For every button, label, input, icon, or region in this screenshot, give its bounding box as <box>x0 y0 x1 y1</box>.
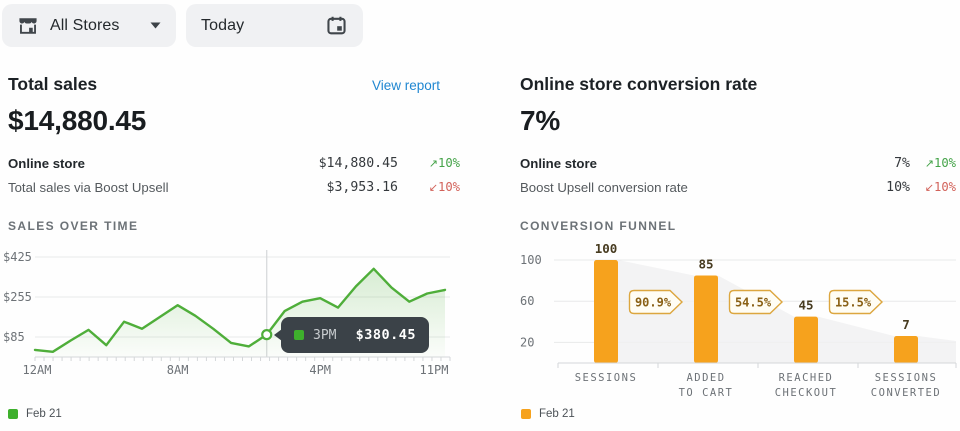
delta-up-icon: ↗ <box>428 157 438 170</box>
delta-pct: 10% <box>933 156 956 170</box>
hover-data-point[interactable] <box>261 329 273 341</box>
conversion-breakdown: Online store 7% ↗10% Boost Upsell conver… <box>520 151 956 199</box>
series-swatch-icon <box>294 330 304 340</box>
delta-pct: 10% <box>933 180 956 194</box>
metric-label: Boost Upsell conversion rate <box>520 179 688 195</box>
view-report-link[interactable]: View report <box>371 78 440 93</box>
sales-over-time-heading: SALES OVER TIME <box>8 219 139 233</box>
conversion-rate-badge <box>728 289 784 315</box>
funnel-category-label: REACHED <box>779 372 834 384</box>
funnel-chart-legend: Feb 21 <box>521 408 575 420</box>
total-sales-value: $14,880.45 <box>8 105 147 136</box>
funnel-category-label: CHECKOUT <box>775 387 838 399</box>
metric-label: Online store <box>8 155 85 171</box>
metric-value: $3,953.16 <box>326 179 398 195</box>
metric-label: Total sales via Boost Upsell <box>8 179 169 195</box>
funnel-bar-added-to-cart[interactable] <box>694 275 718 363</box>
y-axis-tick-label: 60 <box>520 294 534 308</box>
funnel-category-label: SESSIONS <box>575 372 638 384</box>
conversion-rate-value: 15.5% <box>835 296 872 310</box>
delta-pct: 10% <box>437 180 460 194</box>
total-sales-title: Total sales <box>8 74 98 94</box>
y-axis-tick-label: 100 <box>520 253 542 267</box>
y-axis-tick-label: $425 <box>3 250 32 264</box>
conversion-rate-badge <box>628 289 684 315</box>
legend-swatch-icon <box>8 409 18 419</box>
x-axis-tick-label: 11PM <box>420 363 449 377</box>
metric-row-boost-upsell-sales: Total sales via Boost Upsell $3,953.16 ↙… <box>8 175 460 199</box>
total-sales-breakdown: Online store $14,880.45 ↗10% Total sales… <box>8 151 460 199</box>
conversion-rate-badge <box>828 289 884 315</box>
delta-badge: ↗10% <box>398 156 460 170</box>
legend-label: Feb 21 <box>539 408 575 420</box>
tooltip-time: 3PM <box>313 327 337 343</box>
metric-row-online-store-conversion: Online store 7% ↗10% <box>520 151 956 175</box>
funnel-bar-sessions-converted[interactable] <box>894 336 918 363</box>
funnel-bar-reached-checkout[interactable] <box>794 316 818 363</box>
store-selector-label: All Stores <box>50 16 120 34</box>
sales-line-series[interactable] <box>33 267 447 354</box>
x-axis-tick-label: 12AM <box>23 363 52 377</box>
store-selector-button[interactable]: All Stores <box>2 4 176 47</box>
legend-swatch-icon <box>521 409 531 419</box>
metric-label: Online store <box>520 155 597 171</box>
sales-chart-legend: Feb 21 <box>8 408 62 420</box>
legend-label: Feb 21 <box>26 408 62 420</box>
tooltip-value: $380.45 <box>355 327 416 343</box>
x-axis-tick-label: 4PM <box>309 363 331 377</box>
conversion-rate-value: 90.9% <box>635 296 672 310</box>
y-axis-tick-label: $85 <box>3 330 25 344</box>
bar-value-label: 7 <box>902 317 910 332</box>
bar-value-label: 85 <box>698 256 713 271</box>
date-selector-label: Today <box>201 16 245 34</box>
chart-tooltip: 3PM $380.45 <box>274 317 429 353</box>
metric-value: $14,880.45 <box>318 155 398 171</box>
delta-down-icon: ↙ <box>428 181 438 194</box>
conversion-funnel-heading: CONVERSION FUNNEL <box>520 219 677 233</box>
conversion-funnel-chart: 20 60 100 100 85 45 7 90.9% 54.5% 15.5% SESSIONS AD… <box>520 241 957 399</box>
bar-value-label: 100 <box>595 241 618 256</box>
metric-row-boost-upsell-conversion: Boost Upsell conversion rate 10% ↙10% <box>520 175 956 199</box>
delta-up-icon: ↗ <box>924 157 934 170</box>
date-selector-button[interactable]: Today <box>186 4 363 47</box>
chevron-down-icon <box>150 22 161 29</box>
delta-badge: ↗10% <box>910 156 956 170</box>
metric-row-online-store-sales: Online store $14,880.45 ↗10% <box>8 151 460 175</box>
delta-badge: ↙10% <box>398 180 460 194</box>
delta-down-icon: ↙ <box>924 181 934 194</box>
x-axis-tick-label: 8AM <box>167 363 189 377</box>
delta-pct: 10% <box>437 156 460 170</box>
delta-badge: ↙10% <box>910 180 956 194</box>
calendar-icon <box>325 14 348 37</box>
funnel-category-label: ADDED <box>686 372 725 384</box>
conversion-rate-value: 54.5% <box>735 296 772 310</box>
bar-value-label: 45 <box>798 298 813 313</box>
metric-value: 10% <box>886 179 910 195</box>
funnel-category-label: CONVERTED <box>871 387 941 399</box>
metric-value: 7% <box>894 155 910 171</box>
funnel-category-label: SESSIONS <box>875 372 938 384</box>
funnel-category-label: TO CART <box>679 387 734 399</box>
conversion-rate-value: 7% <box>520 105 561 136</box>
store-icon <box>17 15 39 37</box>
y-axis-tick-label: 20 <box>520 335 534 349</box>
y-axis-tick-label: $255 <box>3 290 32 304</box>
funnel-bar-sessions[interactable] <box>594 260 618 363</box>
conversion-rate-title: Online store conversion rate <box>520 74 758 94</box>
